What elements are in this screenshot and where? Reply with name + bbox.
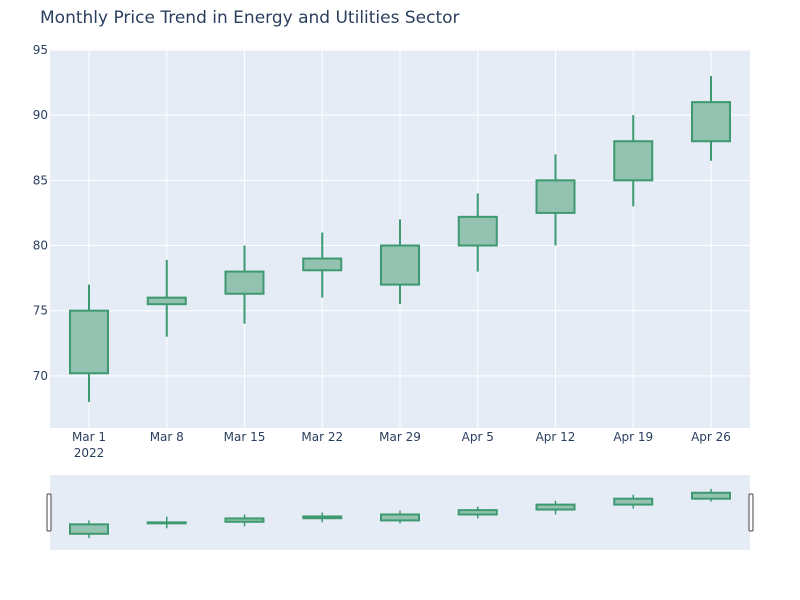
candle[interactable] [146,259,187,337]
candles [69,76,731,402]
y-tick-label: 95 [33,43,48,57]
x-tick-label: Mar 15 [224,430,266,444]
mini-candle-body [224,517,265,523]
mini-candle-body [302,515,343,520]
candle[interactable] [302,232,343,298]
mini-candle-body [535,503,576,511]
mini-candle-body [146,521,187,525]
x-tick-label: Mar 29 [379,430,421,444]
range-slider[interactable] [46,475,754,550]
x-tick-label: Apr 5 [462,430,494,444]
mini-candle-body [380,513,420,522]
x-axis-year-label: 2022 [74,446,105,460]
range-slider-left-handle[interactable] [46,493,52,532]
mini-candle-body [613,497,654,506]
y-tick-label: 90 [33,108,48,122]
mini-candle [457,506,498,519]
mini-candle [691,488,731,502]
range-slider-right-handle[interactable] [748,493,754,532]
x-tick-label: Mar 1 [72,430,106,444]
range-slider-candles [69,488,731,539]
candle[interactable] [224,245,265,324]
x-tick-label: Apr 19 [613,430,653,444]
mini-candle [613,494,654,509]
candle[interactable] [535,154,576,246]
x-gridlines [88,50,712,428]
y-tick-label: 70 [33,369,48,383]
x-tick-label: Apr 12 [536,430,576,444]
candle-body[interactable] [302,257,343,272]
candle-body[interactable] [691,101,731,143]
candle[interactable] [457,193,498,272]
mini-candle [224,514,265,527]
candle[interactable] [613,115,654,207]
candle[interactable] [69,284,109,402]
candle-body[interactable] [457,215,498,247]
candle[interactable] [691,76,731,161]
mini-candle-body [69,523,109,535]
mini-candle-body [457,509,498,516]
x-tick-label: Mar 8 [150,430,184,444]
y-tick-label: 80 [33,239,48,253]
chart-title: Monthly Price Trend in Energy and Utilit… [40,8,460,28]
candle-body[interactable] [380,244,420,286]
candle-body[interactable] [535,179,576,214]
candle[interactable] [380,219,420,305]
mini-candle [69,520,109,539]
mini-candle [146,516,187,529]
mini-candle [535,500,576,515]
y-axis-tick-labels: 70 75 80 85 90 95 [33,43,48,383]
candle-body[interactable] [146,296,187,306]
candle-body[interactable] [69,309,109,375]
mini-candle [380,510,420,524]
y-tick-label: 85 [33,173,48,187]
candle-body[interactable] [613,140,654,182]
y-tick-label: 75 [33,304,48,318]
mini-candle-body [691,491,731,500]
x-tick-label: Mar 22 [301,430,343,444]
x-tick-label: Apr 26 [691,430,731,444]
x-axis-tick-labels: Mar 1 Mar 8 Mar 15 Mar 22 Mar 29 Apr 5 Apr 12 A… [72,430,731,444]
candle-body[interactable] [224,270,265,295]
mini-candle [302,512,343,523]
